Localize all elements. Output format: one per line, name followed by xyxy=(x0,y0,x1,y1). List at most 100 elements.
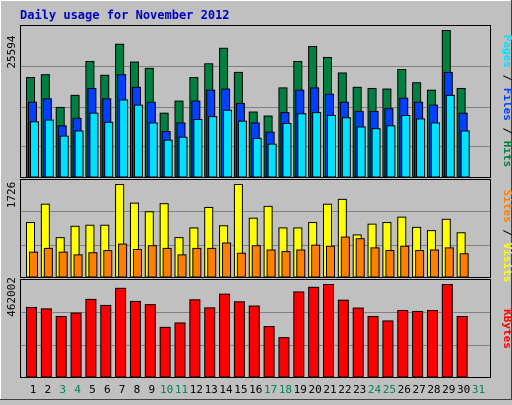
day-label-2: 2 xyxy=(45,383,52,396)
bar-sites-day-2 xyxy=(43,247,53,278)
day-label-11: 11 xyxy=(175,383,188,396)
bar-kbytes-day-3 xyxy=(55,316,67,378)
bar-sites-day-25 xyxy=(385,250,395,278)
bar-sites-day-29 xyxy=(444,247,454,278)
ymax-label-kbytes: 462002 xyxy=(5,277,18,317)
bar-kbytes-day-2 xyxy=(40,308,52,378)
bar-sites-day-4 xyxy=(73,254,83,278)
bar-kbytes-day-27 xyxy=(412,310,424,378)
bar-pages-day-18 xyxy=(282,123,292,178)
bar-pages-day-10 xyxy=(163,139,173,178)
day-label-26: 26 xyxy=(398,383,411,396)
bar-sites-day-5 xyxy=(88,252,98,278)
day-label-16: 16 xyxy=(249,383,262,396)
bar-kbytes-day-1 xyxy=(26,306,37,378)
bar-pages-day-8 xyxy=(133,104,143,178)
day-label-12: 12 xyxy=(190,383,203,396)
bar-sites-day-6 xyxy=(103,250,113,278)
bar-pages-day-15 xyxy=(237,120,247,178)
bar-sites-day-26 xyxy=(400,245,410,278)
day-label-20: 20 xyxy=(309,383,322,396)
day-label-19: 19 xyxy=(294,383,307,396)
legend-item-files: Files xyxy=(501,88,512,121)
bar-sites-day-17 xyxy=(266,249,276,278)
bar-kbytes-day-23 xyxy=(352,307,364,378)
legend-item-kbytes: KBytes xyxy=(501,309,512,349)
legend-1: Sites / Visits xyxy=(501,190,512,283)
bar-pages-day-5 xyxy=(89,112,99,178)
ymax-label-visits: 1726 xyxy=(5,182,18,209)
bar-kbytes-day-30 xyxy=(456,316,468,378)
bar-pages-day-26 xyxy=(401,114,411,178)
legend-separator: / xyxy=(501,68,512,88)
bar-pages-day-11 xyxy=(178,136,188,178)
bar-sites-day-8 xyxy=(132,248,142,278)
bars-kbytes-panel xyxy=(26,284,468,378)
bar-kbytes-day-6 xyxy=(100,304,112,378)
bar-sites-day-30 xyxy=(459,253,469,278)
bar-sites-day-1 xyxy=(29,251,38,278)
bars-hits-panel xyxy=(26,30,470,178)
day-label-10: 10 xyxy=(160,383,173,396)
bar-kbytes-day-8 xyxy=(129,300,141,378)
day-label-9: 9 xyxy=(148,383,155,396)
legend-item-visits: Visits xyxy=(501,243,512,283)
bar-pages-day-13 xyxy=(208,116,218,178)
bar-pages-day-3 xyxy=(59,135,69,178)
bar-sites-day-13 xyxy=(207,247,217,278)
bar-sites-day-12 xyxy=(192,247,202,278)
bar-pages-day-12 xyxy=(193,118,203,178)
bar-pages-day-22 xyxy=(341,117,351,178)
bar-kbytes-day-12 xyxy=(189,299,201,378)
bar-pages-day-6 xyxy=(104,121,114,178)
day-label-18: 18 xyxy=(279,383,292,396)
legend-separator: / xyxy=(501,121,512,141)
bar-sites-day-28 xyxy=(429,249,439,278)
bar-sites-day-23 xyxy=(355,238,365,278)
bar-kbytes-day-15 xyxy=(233,301,245,378)
bar-sites-day-21 xyxy=(326,245,335,278)
bar-pages-day-30 xyxy=(460,130,470,178)
x-axis-day-labels: 1 2 3 4 5 6 7 8 9 10 11 12 13 14 15 16 17 18 19 20 21 22 23 24 2… xyxy=(30,383,485,396)
legend-separator: / xyxy=(501,223,512,243)
day-label-8: 8 xyxy=(134,383,141,396)
bar-sites-day-14 xyxy=(222,242,232,278)
bar-kbytes-day-5 xyxy=(85,298,97,378)
bar-pages-day-2 xyxy=(44,119,54,178)
legend-item-hits: Hits xyxy=(501,141,512,168)
bar-sites-day-15 xyxy=(236,252,246,278)
bar-kbytes-day-14 xyxy=(219,293,231,378)
legend-item-sites: Sites xyxy=(501,190,512,223)
chart-title: Daily usage for November 2012 xyxy=(20,8,230,22)
bar-kbytes-day-18 xyxy=(278,337,290,378)
bar-sites-day-20 xyxy=(311,244,321,278)
bar-kbytes-day-26 xyxy=(397,309,409,378)
day-label-3: 3 xyxy=(59,383,66,396)
day-label-1: 1 xyxy=(30,383,37,396)
bar-pages-day-29 xyxy=(445,94,455,178)
bar-pages-day-20 xyxy=(312,112,322,178)
bar-kbytes-day-25 xyxy=(382,320,394,378)
bar-sites-day-3 xyxy=(58,251,68,278)
bar-pages-day-21 xyxy=(327,114,336,178)
bar-kbytes-day-16 xyxy=(248,305,260,378)
bar-sites-day-27 xyxy=(415,250,425,278)
day-label-28: 28 xyxy=(427,383,440,396)
bar-pages-day-25 xyxy=(386,125,396,178)
day-label-14: 14 xyxy=(219,383,233,396)
bar-kbytes-day-9 xyxy=(144,304,156,378)
bar-sites-day-24 xyxy=(370,247,380,278)
bar-kbytes-day-21 xyxy=(323,284,334,378)
bar-sites-day-11 xyxy=(177,254,187,278)
bar-kbytes-day-17 xyxy=(263,326,275,378)
bar-sites-day-9 xyxy=(147,245,157,278)
bar-kbytes-day-13 xyxy=(204,307,216,378)
bar-pages-day-4 xyxy=(74,130,84,178)
bar-kbytes-day-29 xyxy=(441,284,453,378)
bar-pages-day-17 xyxy=(267,143,277,178)
bar-sites-day-7 xyxy=(118,243,128,278)
day-label-6: 6 xyxy=(104,383,111,396)
bar-kbytes-day-20 xyxy=(308,286,320,378)
bar-kbytes-day-4 xyxy=(70,312,82,378)
